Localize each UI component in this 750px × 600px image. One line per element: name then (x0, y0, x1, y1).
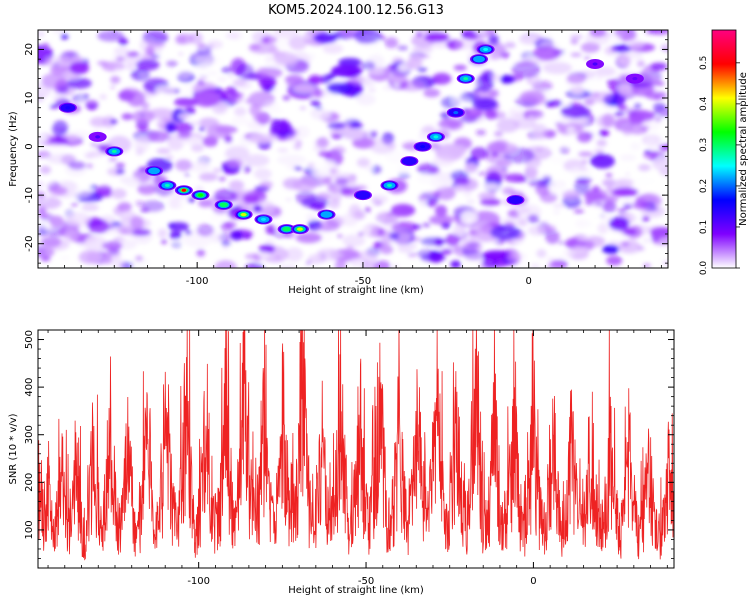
colorbar-tick-label: 0.2 (699, 179, 709, 193)
x-tick-label: -50 (355, 276, 371, 287)
spectrogram-noise (38, 30, 668, 268)
spectrogram-image (38, 30, 668, 268)
bottom-x-axis: -100 -50 0 (47, 330, 668, 587)
colorbar-label: Normalized spectral amplitude (738, 72, 749, 226)
x-tick-label: -50 (358, 576, 374, 587)
colorbar-tick-label: 0.5 (699, 56, 709, 70)
x-tick-label: 0 (530, 576, 536, 587)
ridge-point (506, 195, 525, 205)
ridge-point (88, 131, 107, 142)
y-tick-label: 10 (24, 92, 35, 105)
ridge-point (446, 107, 465, 118)
bottom-y-axis: 100 200 300 400 500 (24, 329, 674, 569)
ridge-point (145, 165, 164, 176)
y-tick-label: 300 (24, 425, 35, 444)
y-tick-label: -20 (24, 236, 35, 252)
ridge-point (426, 131, 445, 142)
ridge-point (191, 190, 210, 201)
ridge-point (625, 73, 644, 84)
y-tick-label: 200 (24, 473, 35, 492)
ridge-point (470, 54, 488, 65)
ridge-point (413, 141, 432, 152)
ridge-point (174, 185, 193, 196)
ridge-point (456, 73, 475, 84)
ridge-point (158, 180, 177, 191)
y-tick-label: 100 (24, 520, 35, 539)
top-x-axis: -100 -50 0 (47, 30, 662, 287)
bottom-y-axis-label: SNR (10 * v/v) (8, 413, 19, 484)
y-tick-label: -10 (24, 187, 35, 203)
ridge-point (254, 214, 273, 225)
y-tick-label: 0 (24, 143, 35, 149)
chart-title: KOM5.2024.100.12.56.G13 (268, 3, 444, 18)
colorbar-tick-label: 0.0 (699, 261, 709, 276)
x-tick-label: 0 (526, 276, 532, 287)
colorbar-tick-label: 0.3 (699, 138, 709, 152)
ridge-point (317, 209, 336, 220)
x-tick-label: -100 (186, 276, 209, 287)
snr-panel: -100 -50 0 100 200 300 400 500 Height of strai… (8, 329, 675, 596)
snr-series-line (38, 330, 674, 561)
ridge-point (290, 224, 309, 235)
top-y-axis: -20 -10 0 10 20 (24, 29, 668, 264)
ridge-point (234, 209, 253, 220)
y-tick-label: 500 (24, 330, 35, 349)
ridge-point (58, 102, 77, 113)
ridge-point (476, 44, 495, 55)
ridge-point (277, 224, 296, 235)
ridge-point (105, 146, 124, 157)
y-tick-label: 400 (24, 378, 35, 397)
ridge-point (400, 156, 419, 167)
bottom-x-axis-label: Height of straight line (km) (288, 585, 424, 596)
colorbar: 0.0 0.1 0.2 0.3 0.4 0.5 Normalized spectral a… (699, 29, 749, 276)
top-y-axis-label: Frequency (Hz) (8, 111, 19, 187)
colorbar-tick-label: 0.4 (699, 96, 709, 111)
colorbar-tick-label: 0.1 (699, 220, 709, 234)
spectrogram-ridge (58, 44, 644, 235)
top-x-axis-label: Height of straight line (km) (288, 285, 424, 296)
ridge-point (353, 190, 372, 201)
ridge-point (380, 180, 399, 191)
colorbar-ticks: 0.0 0.1 0.2 0.3 0.4 0.5 (699, 56, 740, 276)
ridge-point (586, 59, 605, 69)
y-tick-label: 20 (24, 43, 35, 56)
ridge-point (214, 199, 233, 210)
snr-line (38, 330, 674, 561)
x-tick-label: -100 (187, 576, 210, 587)
